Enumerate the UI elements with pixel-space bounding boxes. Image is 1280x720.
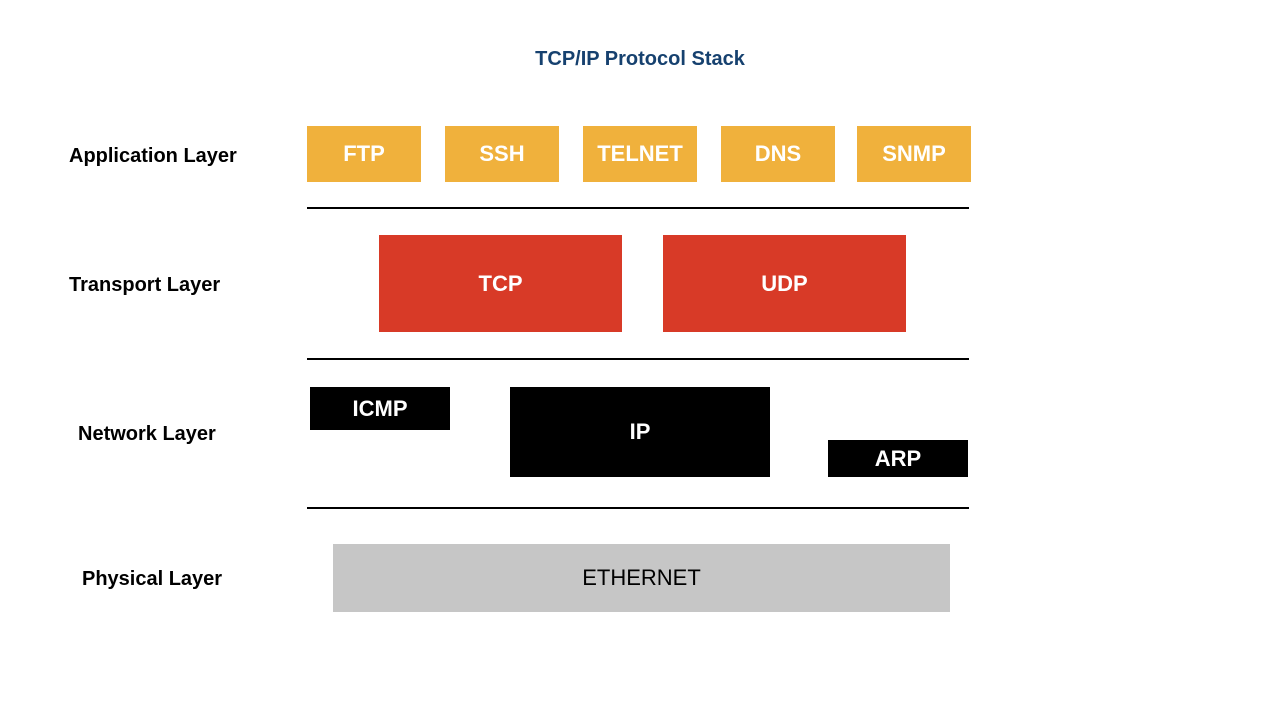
protocol-box-snmp: SNMP [857,126,971,182]
protocol-box-ftp: FTP [307,126,421,182]
layer-divider-network [307,507,969,509]
layer-divider-transport [307,358,969,360]
layer-label-network: Network Layer [78,423,216,446]
layer-label-transport: Transport Layer [69,274,220,297]
protocol-box-ip: IP [510,387,770,477]
diagram-root: TCP/IP Protocol Stack Application Layer F… [0,0,1280,720]
protocol-box-ethernet: ETHERNET [333,544,950,612]
protocol-box-ssh: SSH [445,126,559,182]
protocol-box-telnet: TELNET [583,126,697,182]
layer-label-physical: Physical Layer [82,568,222,591]
protocol-box-arp: ARP [828,440,968,477]
protocol-box-icmp: ICMP [310,387,450,430]
protocol-box-tcp: TCP [379,235,622,332]
diagram-title: TCP/IP Protocol Stack [0,48,1280,71]
layer-label-application: Application Layer [69,145,237,168]
protocol-box-udp: UDP [663,235,906,332]
protocol-box-dns: DNS [721,126,835,182]
layer-divider-application [307,207,969,209]
